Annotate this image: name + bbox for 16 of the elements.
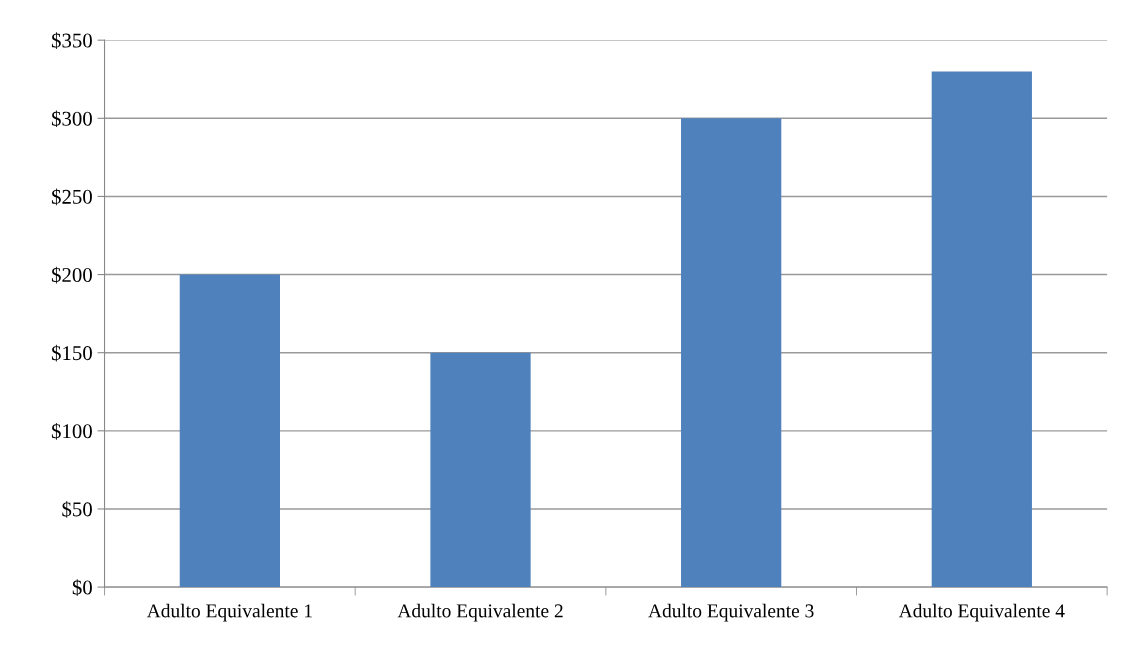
bar: [931, 71, 1032, 588]
y-tick-label: $300: [51, 110, 92, 128]
y-tick-label: $0: [72, 579, 92, 596]
y-tick-label: $350: [51, 32, 92, 49]
bar: [681, 118, 782, 588]
x-tick-label: Adulto Equivalente 2: [397, 603, 563, 622]
y-tick-label: $100: [51, 422, 92, 440]
y-tick-label: $200: [51, 266, 92, 284]
y-tick-label: $250: [51, 188, 92, 206]
x-tick-label: Adulto Equivalente 3: [648, 603, 814, 622]
y-tick-label: $50: [62, 501, 92, 518]
bar: [430, 352, 531, 588]
bar: [179, 274, 280, 588]
x-tick-label: Adulto Equivalente 1: [146, 603, 312, 622]
x-tick-label: Adulto Equivalente 4: [898, 603, 1065, 622]
y-tick-label: $150: [51, 344, 92, 362]
